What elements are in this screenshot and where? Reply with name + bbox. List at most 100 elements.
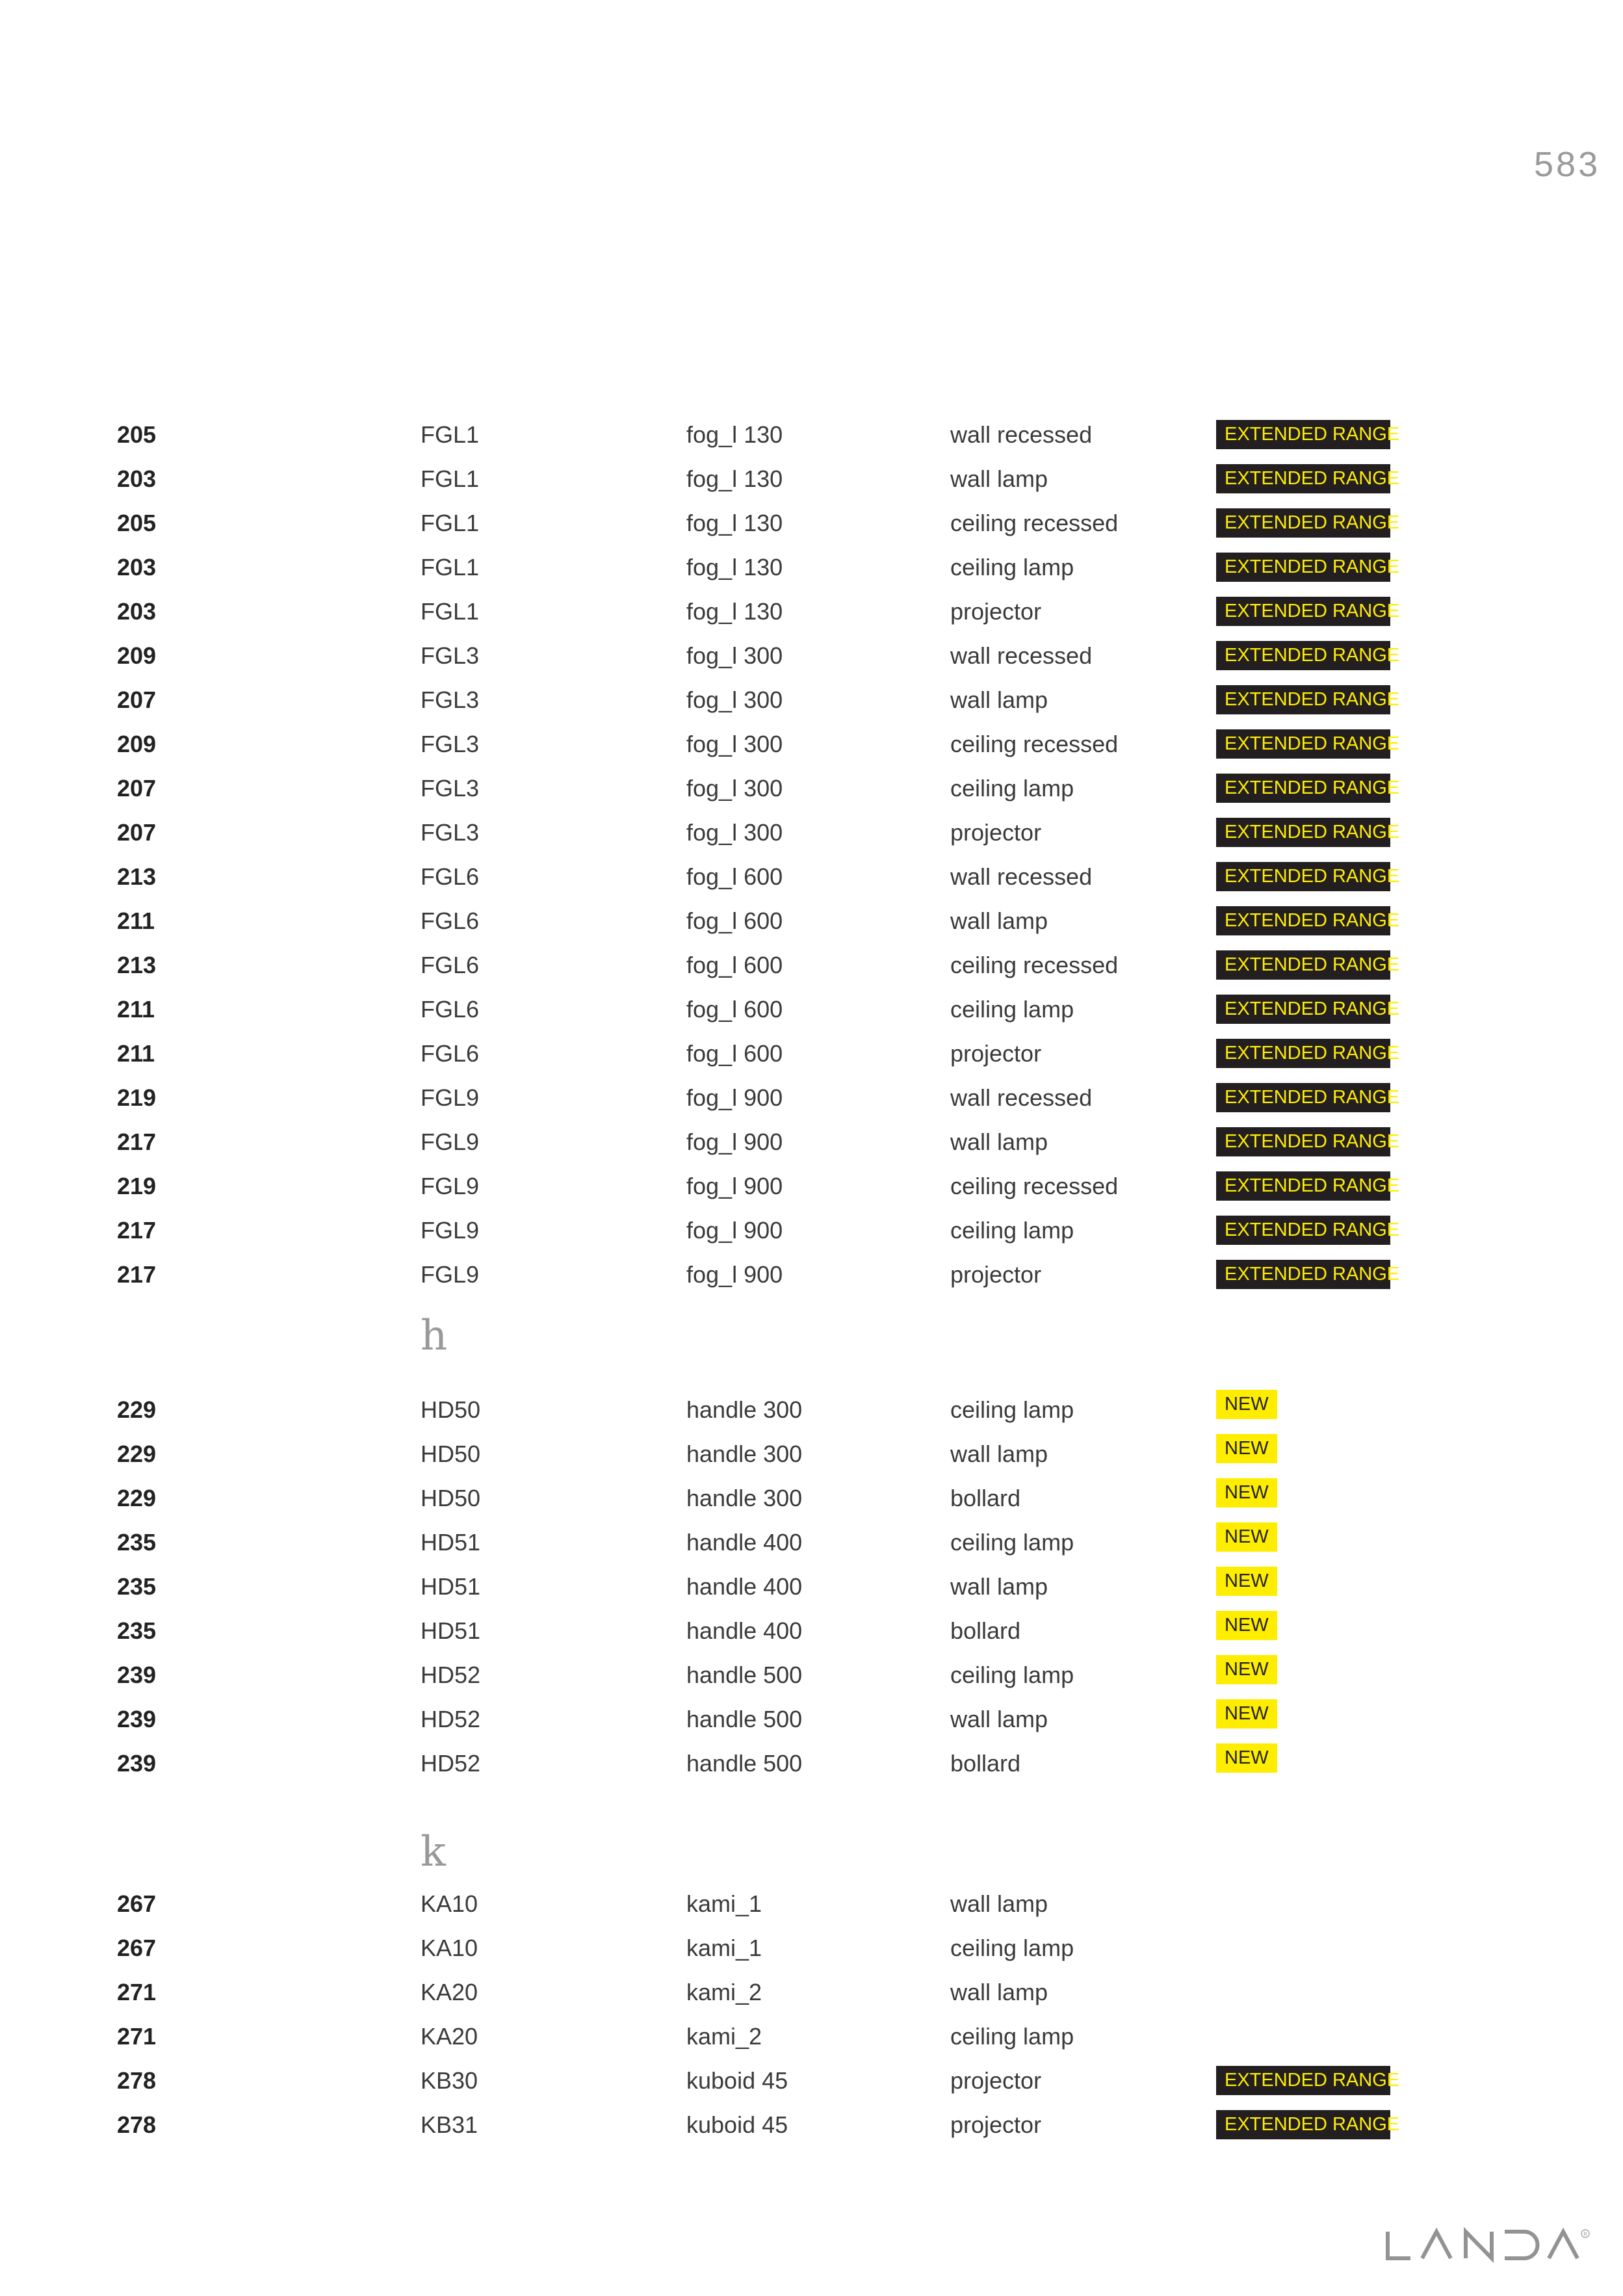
page-reference: 278 [117,2067,157,2094]
product-code: KA20 [421,2023,478,2050]
product-code: FGL9 [421,1084,480,1111]
table-row: 229 HD50 handle 300 ceiling lamp NEW [0,1390,1623,1435]
product-name: fog_l 300 [686,819,783,846]
product-name: fog_l 300 [686,775,783,802]
product-code: HD50 [421,1441,481,1467]
page-reference: 219 [117,1173,157,1199]
table-row: 205 FGL1 fog_l 130 ceiling recessed EXTENDED… [0,504,1623,549]
extended-range-badge: EXTENDED RANGE [1216,950,1399,980]
extended-range-badge: EXTENDED RANGE [1216,729,1399,759]
table-row: 209 FGL3 fog_l 300 wall recessed EXTENDED RA… [0,637,1623,681]
product-name: handle 300 [686,1441,803,1467]
extended-range-badge: EXTENDED RANGE [1216,597,1399,626]
product-code: FGL6 [421,996,480,1023]
extended-range-badge: EXTENDED RANGE [1216,2066,1399,2095]
product-name: fog_l 600 [686,996,783,1023]
product-code: FGL6 [421,863,480,890]
section-letter: h [421,1312,448,1360]
product-code: FGL6 [421,907,480,934]
page-reference: 205 [117,421,157,448]
product-code: FGL1 [421,465,480,492]
product-type: wall recessed [950,1084,1093,1111]
table-row: 211 FGL6 fog_l 600 wall lamp EXTENDED RANGE [0,902,1623,946]
product-name: kami_2 [686,1979,762,2005]
extended-range-badge: EXTENDED RANGE [1216,641,1399,670]
product-type: ceiling lamp [950,1935,1074,1961]
product-code: FGL1 [421,421,480,448]
product-name: fog_l 300 [686,642,783,669]
page-reference: 267 [117,1935,157,1961]
product-type: bollard [950,1750,1021,1777]
extended-range-badge: EXTENDED RANGE [1216,464,1399,493]
table-row: 207 FGL3 fog_l 300 ceiling lamp EXTENDED RAN… [0,770,1623,814]
page-reference: 229 [117,1396,157,1423]
product-code: KA10 [421,1890,478,1917]
table-row: 203 FGL1 fog_l 130 wall lamp EXTENDED RANGE [0,460,1623,504]
page-reference: 211 [117,996,155,1023]
product-type: wall lamp [950,686,1048,713]
product-code: FGL9 [421,1217,480,1244]
product-type: bollard [950,1485,1021,1511]
table-row: 271 KA20 kami_2 wall lamp [0,1974,1623,2018]
product-type: ceiling lamp [950,1529,1074,1556]
table-row: 213 FGL6 fog_l 600 wall recessed EXTENDED RA… [0,858,1623,902]
page-reference: 271 [117,2023,157,2050]
product-type: ceiling lamp [950,996,1074,1023]
product-code: HD51 [421,1573,481,1600]
page-reference: 219 [117,1084,157,1111]
product-code: HD52 [421,1662,481,1688]
table-row: 239 HD52 handle 500 ceiling lamp NEW [0,1655,1623,1701]
table-row: 278 KB30 kuboid 45 projector EXTENDED RANGE [0,2062,1623,2106]
product-code: FGL9 [421,1261,480,1288]
product-code: FGL1 [421,598,480,625]
product-name: fog_l 130 [686,598,783,625]
product-type: ceiling lamp [950,1662,1074,1688]
product-name: fog_l 600 [686,1040,783,1067]
product-name: kami_1 [686,1935,762,1961]
product-code: KA20 [421,1979,478,2005]
product-name: handle 300 [686,1396,803,1423]
product-type: ceiling lamp [950,1217,1074,1244]
product-code: FGL9 [421,1173,480,1199]
product-name: kuboid 45 [686,2067,788,2094]
product-type: wall recessed [950,863,1093,890]
page-reference: 203 [117,465,157,492]
page-reference: 203 [117,598,157,625]
product-code: FGL3 [421,775,480,802]
page-reference: 207 [117,686,157,713]
product-name: handle 400 [686,1617,803,1644]
table-row: 271 KA20 kami_2 ceiling lamp [0,2018,1623,2062]
product-type: wall lamp [950,1890,1048,1917]
product-type: projector [950,2111,1042,2138]
page-reference: 235 [117,1573,157,1600]
product-name: kuboid 45 [686,2111,788,2138]
page-reference: 271 [117,1979,157,2005]
table-row: 219 FGL9 fog_l 900 wall recessed EXTENDED RA… [0,1079,1623,1123]
product-name: kami_2 [686,2023,762,2050]
page-reference: 235 [117,1529,157,1556]
extended-range-badge: EXTENDED RANGE [1216,1260,1399,1289]
extended-range-badge: EXTENDED RANGE [1216,818,1399,847]
table-row: 239 HD52 handle 500 bollard NEW [0,1743,1623,1789]
table-row: 235 HD51 handle 400 wall lamp NEW [0,1567,1623,1612]
product-type: wall lamp [950,1573,1048,1600]
product-type: projector [950,2067,1042,2094]
product-name: fog_l 900 [686,1173,783,1199]
new-badge: NEW [1216,1699,1277,1729]
page-reference: 217 [117,1128,157,1155]
extended-range-badge: EXTENDED RANGE [1216,508,1399,538]
product-name: fog_l 600 [686,863,783,890]
table-row: 229 HD50 handle 300 bollard NEW [0,1478,1623,1524]
extended-range-badge: EXTENDED RANGE [1216,862,1399,891]
product-name: handle 500 [686,1750,803,1777]
product-name: handle 500 [686,1706,803,1732]
product-type: projector [950,819,1042,846]
product-code: HD52 [421,1750,481,1777]
product-name: kami_1 [686,1890,762,1917]
product-name: handle 400 [686,1573,803,1600]
table-row: 207 FGL3 fog_l 300 projector EXTENDED RANGE [0,814,1623,858]
product-code: FGL3 [421,731,480,757]
product-name: fog_l 130 [686,554,783,581]
page-reference: 213 [117,863,157,890]
product-name: fog_l 900 [686,1084,783,1111]
